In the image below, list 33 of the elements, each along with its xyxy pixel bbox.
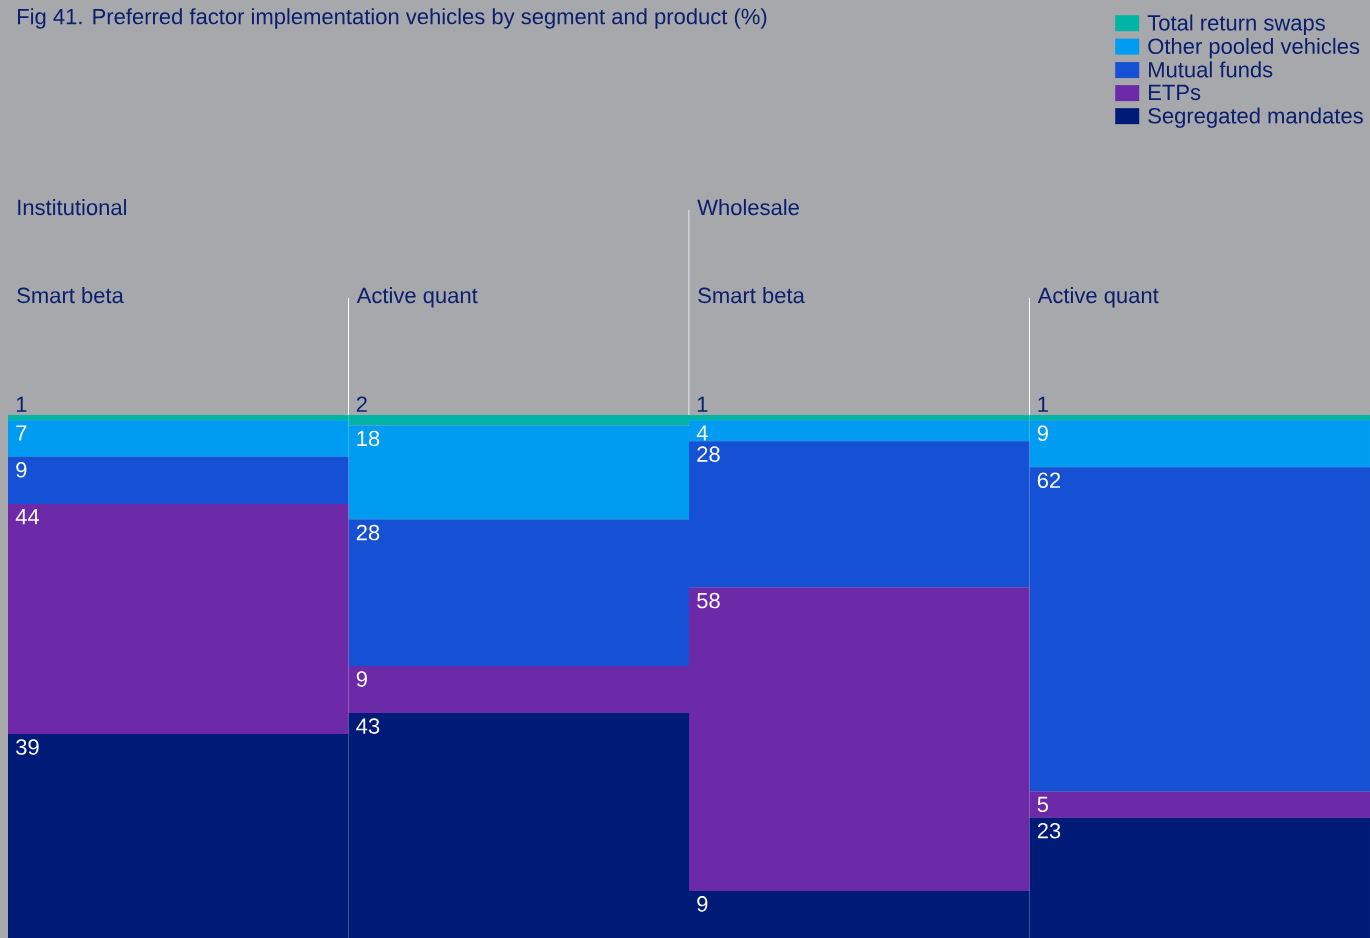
data-label: 7 bbox=[16, 425, 27, 441]
data-label: 58 bbox=[697, 592, 720, 609]
x-tick-label: Smart beta bbox=[17, 286, 124, 303]
data-label: 9 bbox=[697, 895, 708, 912]
data-label: 62 bbox=[1037, 472, 1061, 488]
data-label: 28 bbox=[356, 524, 380, 541]
chart-title: Fig 41. Preferred factor implementation vehicles by segment and product (%) bbox=[18, 7, 767, 29]
data-label: 23 bbox=[1037, 822, 1061, 839]
x-tick-label: Active quant bbox=[356, 286, 478, 308]
x-tick-label: Smart beta bbox=[698, 286, 805, 303]
data-label: 18 bbox=[357, 430, 380, 446]
legend-label: Other pooled vehicles bbox=[1148, 37, 1360, 59]
data-label: 1 bbox=[697, 396, 708, 412]
data-label: 9 bbox=[356, 670, 367, 687]
legend-label: Total return swaps bbox=[1147, 14, 1325, 35]
legend-label: Segregated mandates bbox=[1148, 107, 1363, 128]
data-label: 43 bbox=[356, 718, 380, 734]
legend-label: Mutual funds bbox=[1149, 61, 1273, 78]
data-label: 1 bbox=[1038, 396, 1048, 412]
data-label: 44 bbox=[15, 508, 40, 524]
bar bbox=[8, 456, 349, 504]
data-label: 2 bbox=[356, 396, 367, 412]
text: Institutional bbox=[18, 198, 127, 215]
x-tick-label: Active quant bbox=[1037, 286, 1159, 308]
data-label: 5 bbox=[1037, 796, 1049, 812]
legend-label: ETPs bbox=[1149, 84, 1201, 100]
data-label: 1 bbox=[16, 396, 27, 412]
data-label: 9 bbox=[1037, 425, 1048, 441]
data-label: 4 bbox=[696, 425, 708, 441]
text: Wholesale bbox=[697, 198, 799, 215]
data-label: 39 bbox=[16, 738, 39, 755]
data-label: 9 bbox=[16, 461, 27, 478]
data-label: 28 bbox=[697, 446, 720, 462]
